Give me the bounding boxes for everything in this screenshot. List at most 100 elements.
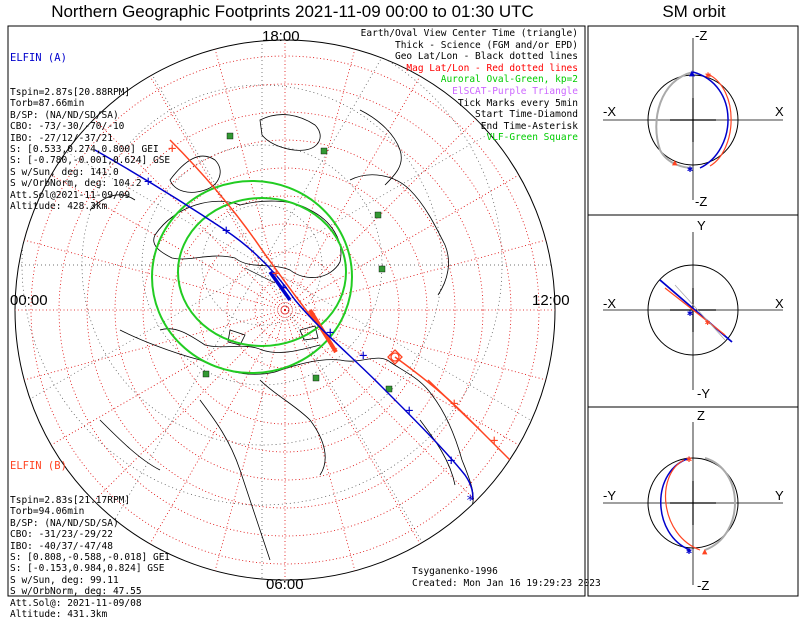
- vlf-stations: [202, 132, 393, 393]
- mag-lon-line: [79, 309, 286, 516]
- info-line: Torb=94.06min: [10, 506, 85, 518]
- legend-entry: Earth/Oval View Center Time (triangle): [360, 28, 578, 39]
- center-marker: [244, 267, 276, 284]
- mag-lon-line: [33, 164, 286, 311]
- mag-lat-circle: [58, 83, 512, 537]
- elfin-b-lines: Tspin=2.83s[21.17RPM] Torb=94.06min B/SP: …: [10, 495, 170, 620]
- mag-lon-line: [79, 104, 286, 311]
- tick-mark: +: [326, 325, 334, 341]
- vlf-square: [202, 370, 210, 378]
- sm-panel-2-graphic: ✱ ✱: [603, 232, 783, 390]
- info-line: S w/Sun, deg: 99.11: [10, 574, 119, 586]
- mag-lat-circle: [86, 111, 484, 509]
- mag-lon-line: [284, 58, 431, 311]
- page-title: Northern Geographic Footprints 2021-11-0…: [51, 2, 534, 21]
- mag-lon-line: [15, 309, 286, 386]
- info-line: Att.Sol@: 2021-11-09/08: [10, 597, 142, 609]
- mag-lat-circle: [226, 251, 344, 369]
- elfin-b-track-mid: [427, 379, 481, 431]
- svg-text:▲: ▲: [702, 547, 708, 557]
- hour-label-bottom: 06:00: [266, 576, 304, 593]
- tick-mark: +: [359, 348, 367, 364]
- elfin-a-ticks: + + + + + + + *: [144, 174, 474, 509]
- mag-lon-line: [284, 104, 491, 311]
- elfin-b-info: ELFIN (B) Tspin=2.83s[21.17RPM] Torb=94.0…: [10, 438, 170, 632]
- tick-mark: +: [144, 174, 152, 190]
- legend-entry: Tick Marks every 5min: [457, 97, 578, 109]
- info-line: IBO: -27/12/-37/21: [10, 132, 113, 144]
- vlf-square: [320, 147, 328, 155]
- info-line: Tspin=2.83s[21.17RPM]: [10, 495, 131, 507]
- info-line: Torb=87.66min: [10, 98, 85, 110]
- tick-mark: +: [447, 453, 455, 469]
- legend-entry: Auroral Oval-Green, kp=2: [440, 74, 578, 86]
- svg-text:✱: ✱: [687, 164, 693, 175]
- info-line: S: [-0.153,0.984,0.824] GSE: [10, 563, 165, 575]
- vlf-square: [374, 211, 382, 219]
- sm2-left: -X: [603, 296, 616, 311]
- info-line: Tspin=2.87s[20.88RPM]: [10, 87, 131, 99]
- mag-lon-line: [209, 40, 286, 311]
- mag-lon-line: [284, 309, 555, 386]
- mag-lat-circle: [198, 223, 372, 397]
- mag-lat-circle: [114, 139, 456, 481]
- svg-text:✱: ✱: [705, 70, 711, 81]
- tick-mark: +: [450, 396, 458, 412]
- legend: Earth/Oval View Center Time (triangle) Th…: [361, 28, 578, 144]
- legend-entry: VLF-Green Square: [486, 132, 578, 144]
- start-diamond: [387, 349, 403, 365]
- mag-lat-circle: [30, 55, 540, 565]
- sm3-top: Z: [697, 408, 705, 423]
- sm3-right: Y: [775, 488, 784, 503]
- legend-entry: Start Time-Diamond: [475, 109, 578, 121]
- svg-text:✱: ✱: [687, 308, 693, 319]
- info-line: S w/OrbNorm, deg: 104.2: [10, 178, 142, 190]
- svg-text:▲: ▲: [672, 158, 678, 168]
- vlf-square: [378, 265, 386, 273]
- info-line: S: [0.533,0.274,0.800] GEI: [10, 144, 159, 156]
- info-line: B/SP: (NA/ND/SD/SA): [10, 517, 119, 529]
- info-line: Altitude: 431.3km: [10, 609, 108, 621]
- info-line: CBO: -31/23/-29/22: [10, 529, 113, 541]
- vlf-square: [226, 132, 234, 140]
- elfin-a-track: [94, 149, 474, 501]
- mag-lon-line: [284, 309, 361, 580]
- map-frame: [7, 25, 586, 597]
- sm2-bottom: -Y: [697, 386, 710, 401]
- mag-lon-line: [284, 309, 431, 562]
- info-line: B/SP: (NA/ND/SD/SA): [10, 109, 119, 121]
- mag-lon-line: [284, 40, 361, 311]
- geo-lon-line: [261, 264, 540, 426]
- info-line: S: [0.808,-0.588,-0.018] GEI: [10, 552, 171, 564]
- sm1-top: -Z: [695, 28, 708, 43]
- mag-lon-line: [139, 309, 286, 562]
- mag-grid: [15, 40, 555, 580]
- sm1-right: X: [775, 104, 784, 119]
- legend-entry: ElSCAT-Purple Triangle: [452, 85, 578, 97]
- mag-lon-line: [284, 234, 555, 311]
- info-line: S: [-0.780,-0.001,0.624] GSE: [10, 155, 171, 167]
- tick-mark: *: [466, 493, 474, 509]
- legend-entry: Thick - Science (FGM and/or EPD): [394, 39, 578, 51]
- mag-lat-circle: [142, 167, 428, 453]
- svg-text:▲: ▲: [689, 68, 695, 79]
- elfin-a-name: ELFIN (A): [10, 51, 67, 64]
- svg-text:✱: ✱: [705, 318, 711, 328]
- legend-entry: End Time-Asterisk: [480, 120, 578, 132]
- elfin-b-name: ELFIN (B): [10, 459, 67, 472]
- tick-mark: +: [168, 141, 176, 157]
- vlf-square: [385, 385, 393, 393]
- elfin-a-science-segment: [268, 270, 292, 302]
- elfin-b-ticks: + + * + +: [168, 141, 498, 449]
- mag-lon-line: [33, 309, 286, 456]
- vlf-square: [312, 374, 320, 382]
- info-line: IBO: -40/37/-47/48: [10, 540, 113, 552]
- info-line: CBO: -73/-30/-70/-10: [10, 121, 125, 133]
- globe-content: + + + + + + + * + + * + +: [15, 40, 555, 580]
- geo-lon-line: [261, 264, 423, 543]
- info-line: S w/Sun, deg: 141.0: [10, 166, 119, 178]
- sm-panel-1-graphic: ▲ ✱ ✱ ▲: [603, 38, 783, 200]
- footprint-map: + + + + + + + * + + * + +: [7, 25, 799, 597]
- legend-entry: Geo Lat/Lon - Black dotted lines: [394, 51, 578, 63]
- hour-label-left: 00:00: [10, 292, 48, 309]
